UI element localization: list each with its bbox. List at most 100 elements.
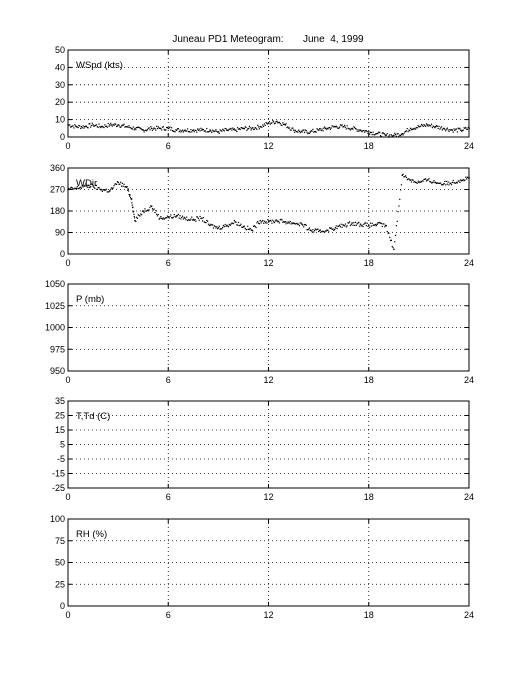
data-point xyxy=(441,129,443,131)
data-point xyxy=(131,202,133,204)
data-point xyxy=(313,229,316,232)
data-point xyxy=(453,128,455,130)
panel-pressure: 0 6 12 18 24 950 975 1000 1025 1050 P (mb) xyxy=(45,279,474,385)
data-point xyxy=(101,190,103,193)
data-point xyxy=(467,177,469,179)
data-point xyxy=(85,183,87,185)
data-point xyxy=(460,129,462,131)
data-point xyxy=(68,187,70,190)
data-point xyxy=(345,128,347,130)
data-point xyxy=(202,220,204,222)
data-point xyxy=(287,222,289,224)
data-point xyxy=(366,222,368,224)
data-point xyxy=(75,187,78,190)
data-point xyxy=(77,126,79,129)
data-point xyxy=(380,135,382,138)
data-point xyxy=(273,123,276,125)
data-point xyxy=(290,223,292,225)
y-tick-label: 1050 xyxy=(45,279,65,289)
data-point xyxy=(226,224,228,227)
data-point xyxy=(70,186,73,188)
data-point xyxy=(178,217,180,219)
data-point xyxy=(181,216,183,218)
data-point xyxy=(377,222,379,224)
data-point xyxy=(354,127,356,129)
y-tick-label: 1025 xyxy=(45,301,65,311)
data-point xyxy=(133,129,135,131)
data-point xyxy=(72,188,74,190)
data-point xyxy=(174,215,176,217)
data-point xyxy=(307,229,309,231)
data-point xyxy=(181,215,184,217)
data-point xyxy=(165,129,167,131)
data-point xyxy=(176,129,178,131)
data-point xyxy=(444,180,446,183)
data-point xyxy=(128,125,130,127)
data-point xyxy=(151,208,154,210)
data-point xyxy=(323,126,326,128)
data-point xyxy=(323,231,326,233)
data-point xyxy=(289,220,291,223)
data-point xyxy=(194,219,196,221)
data-point xyxy=(428,124,430,126)
data-point xyxy=(292,222,295,224)
data-point xyxy=(242,127,244,130)
data-point xyxy=(304,129,306,131)
data-point xyxy=(71,187,73,189)
data-point xyxy=(222,224,225,227)
data-point xyxy=(398,205,400,207)
data-point xyxy=(421,180,423,182)
data-point xyxy=(273,222,276,224)
data-point xyxy=(158,127,160,129)
data-point xyxy=(344,223,347,225)
data-point xyxy=(299,132,301,134)
data-point xyxy=(146,210,148,212)
x-tick-label: 6 xyxy=(166,492,171,502)
data-point xyxy=(282,122,284,124)
data-point xyxy=(155,210,157,212)
y-tick-label: 950 xyxy=(50,366,65,376)
data-point xyxy=(70,126,73,128)
data-point xyxy=(298,225,301,227)
data-point xyxy=(358,130,360,132)
data-point xyxy=(300,130,302,132)
data-point xyxy=(437,182,439,184)
data-point xyxy=(249,127,251,129)
data-point xyxy=(355,224,357,226)
data-point xyxy=(305,130,307,132)
data-point xyxy=(187,219,189,221)
data-point xyxy=(119,126,121,128)
data-point xyxy=(184,129,186,131)
data-point xyxy=(346,225,348,227)
data-point xyxy=(329,227,332,229)
data-point xyxy=(70,126,72,128)
data-point xyxy=(242,127,245,130)
data-point xyxy=(383,223,385,225)
data-point xyxy=(247,128,249,130)
data-point xyxy=(80,126,83,128)
data-point xyxy=(464,179,466,181)
data-point xyxy=(155,129,157,131)
data-point xyxy=(366,130,368,133)
data-point xyxy=(202,128,205,131)
data-point xyxy=(416,127,418,129)
data-point xyxy=(127,188,129,190)
data-point xyxy=(148,209,150,211)
data-point xyxy=(215,227,217,229)
data-point xyxy=(203,130,205,132)
data-point xyxy=(205,222,207,224)
data-point xyxy=(140,213,142,215)
data-point xyxy=(413,128,415,130)
data-point xyxy=(292,127,294,129)
data-point xyxy=(293,131,296,133)
data-point xyxy=(78,124,80,127)
data-point xyxy=(318,229,321,231)
data-point xyxy=(247,225,249,227)
y-tick-label: 35 xyxy=(55,396,65,406)
data-point xyxy=(335,225,337,227)
data-point xyxy=(403,176,405,178)
data-point xyxy=(331,125,333,127)
data-point xyxy=(159,217,161,219)
data-point xyxy=(315,229,317,231)
data-point xyxy=(204,221,206,224)
